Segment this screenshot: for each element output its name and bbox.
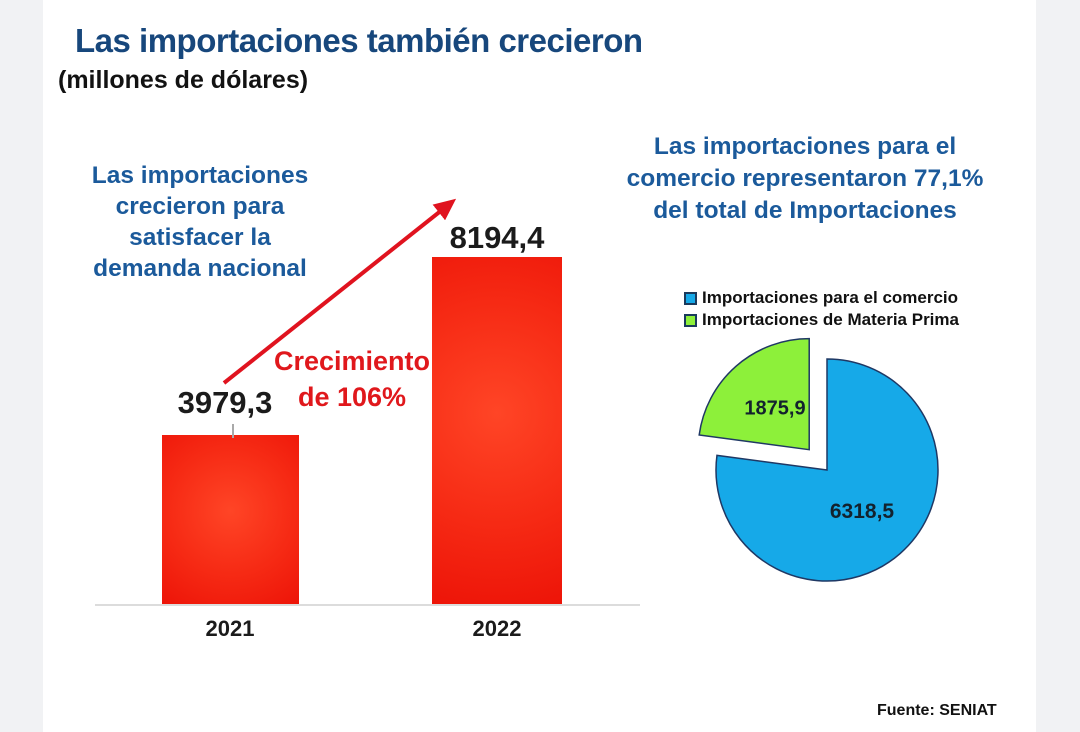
legend-swatch-blue-icon [684, 291, 697, 305]
bar-2022 [432, 257, 562, 604]
bar-value-2022: 8194,4 [449, 220, 545, 255]
bar-2021 [162, 435, 299, 604]
right-annotation: Las importaciones para el comercio repre… [626, 133, 984, 224]
legend-item-comercio: Importaciones para el comercio [684, 287, 959, 309]
legend-label-materia-prima: Importaciones de Materia Prima [702, 310, 959, 329]
pie-value-materia-prima: 1875,9 [744, 397, 806, 420]
left-annotation: Las importaciones crecieron para satisfa… [91, 162, 309, 282]
bar-chart [95, 180, 640, 605]
page-title: Las importaciones también crecieron [75, 22, 643, 59]
left-margin-strip [0, 0, 43, 732]
legend-swatch-green-icon [684, 313, 697, 327]
legend-item-materia-prima: Importaciones de Materia Prima [684, 309, 959, 331]
value-leader-line [232, 424, 234, 438]
pie-chart [698, 337, 939, 582]
x-axis-baseline [95, 604, 640, 606]
growth-arrow-icon [222, 198, 457, 385]
legend-label-comercio: Importaciones para el comercio [702, 288, 959, 307]
category-label-2021: 2021 [205, 616, 255, 641]
growth-annotation: Crecimiento de 106% [273, 346, 431, 412]
pie-slice-materia-prima [698, 337, 810, 451]
pie-slice-comercio [715, 358, 939, 582]
source-note: Fuente: SENIAT [877, 702, 997, 719]
right-margin-strip [1036, 0, 1080, 732]
bar-value-2021: 3979,3 [177, 385, 273, 420]
category-label-2022: 2022 [472, 616, 522, 641]
pie-legend: Importaciones para el comercio Importaci… [684, 287, 959, 331]
pie-value-comercio: 6318,5 [829, 500, 895, 523]
page-subtitle: (millones de dólares) [58, 66, 309, 94]
